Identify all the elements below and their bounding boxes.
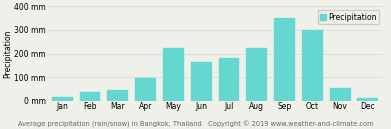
- Bar: [219, 58, 239, 101]
- Bar: [246, 48, 267, 101]
- Bar: [191, 62, 212, 101]
- Bar: [163, 48, 184, 101]
- Bar: [135, 78, 156, 101]
- Bar: [52, 97, 73, 101]
- Bar: [357, 98, 378, 101]
- Bar: [274, 18, 295, 101]
- Bar: [302, 30, 323, 101]
- Bar: [108, 90, 128, 101]
- Y-axis label: Precipitation: Precipitation: [4, 29, 13, 78]
- Legend: Precipitation: Precipitation: [318, 10, 379, 24]
- Bar: [80, 92, 100, 101]
- Text: Average precipitation (rain/snow) in Bangkok, Thailand   Copyright © 2019 www.we: Average precipitation (rain/snow) in Ban…: [18, 120, 373, 128]
- Bar: [330, 88, 350, 101]
